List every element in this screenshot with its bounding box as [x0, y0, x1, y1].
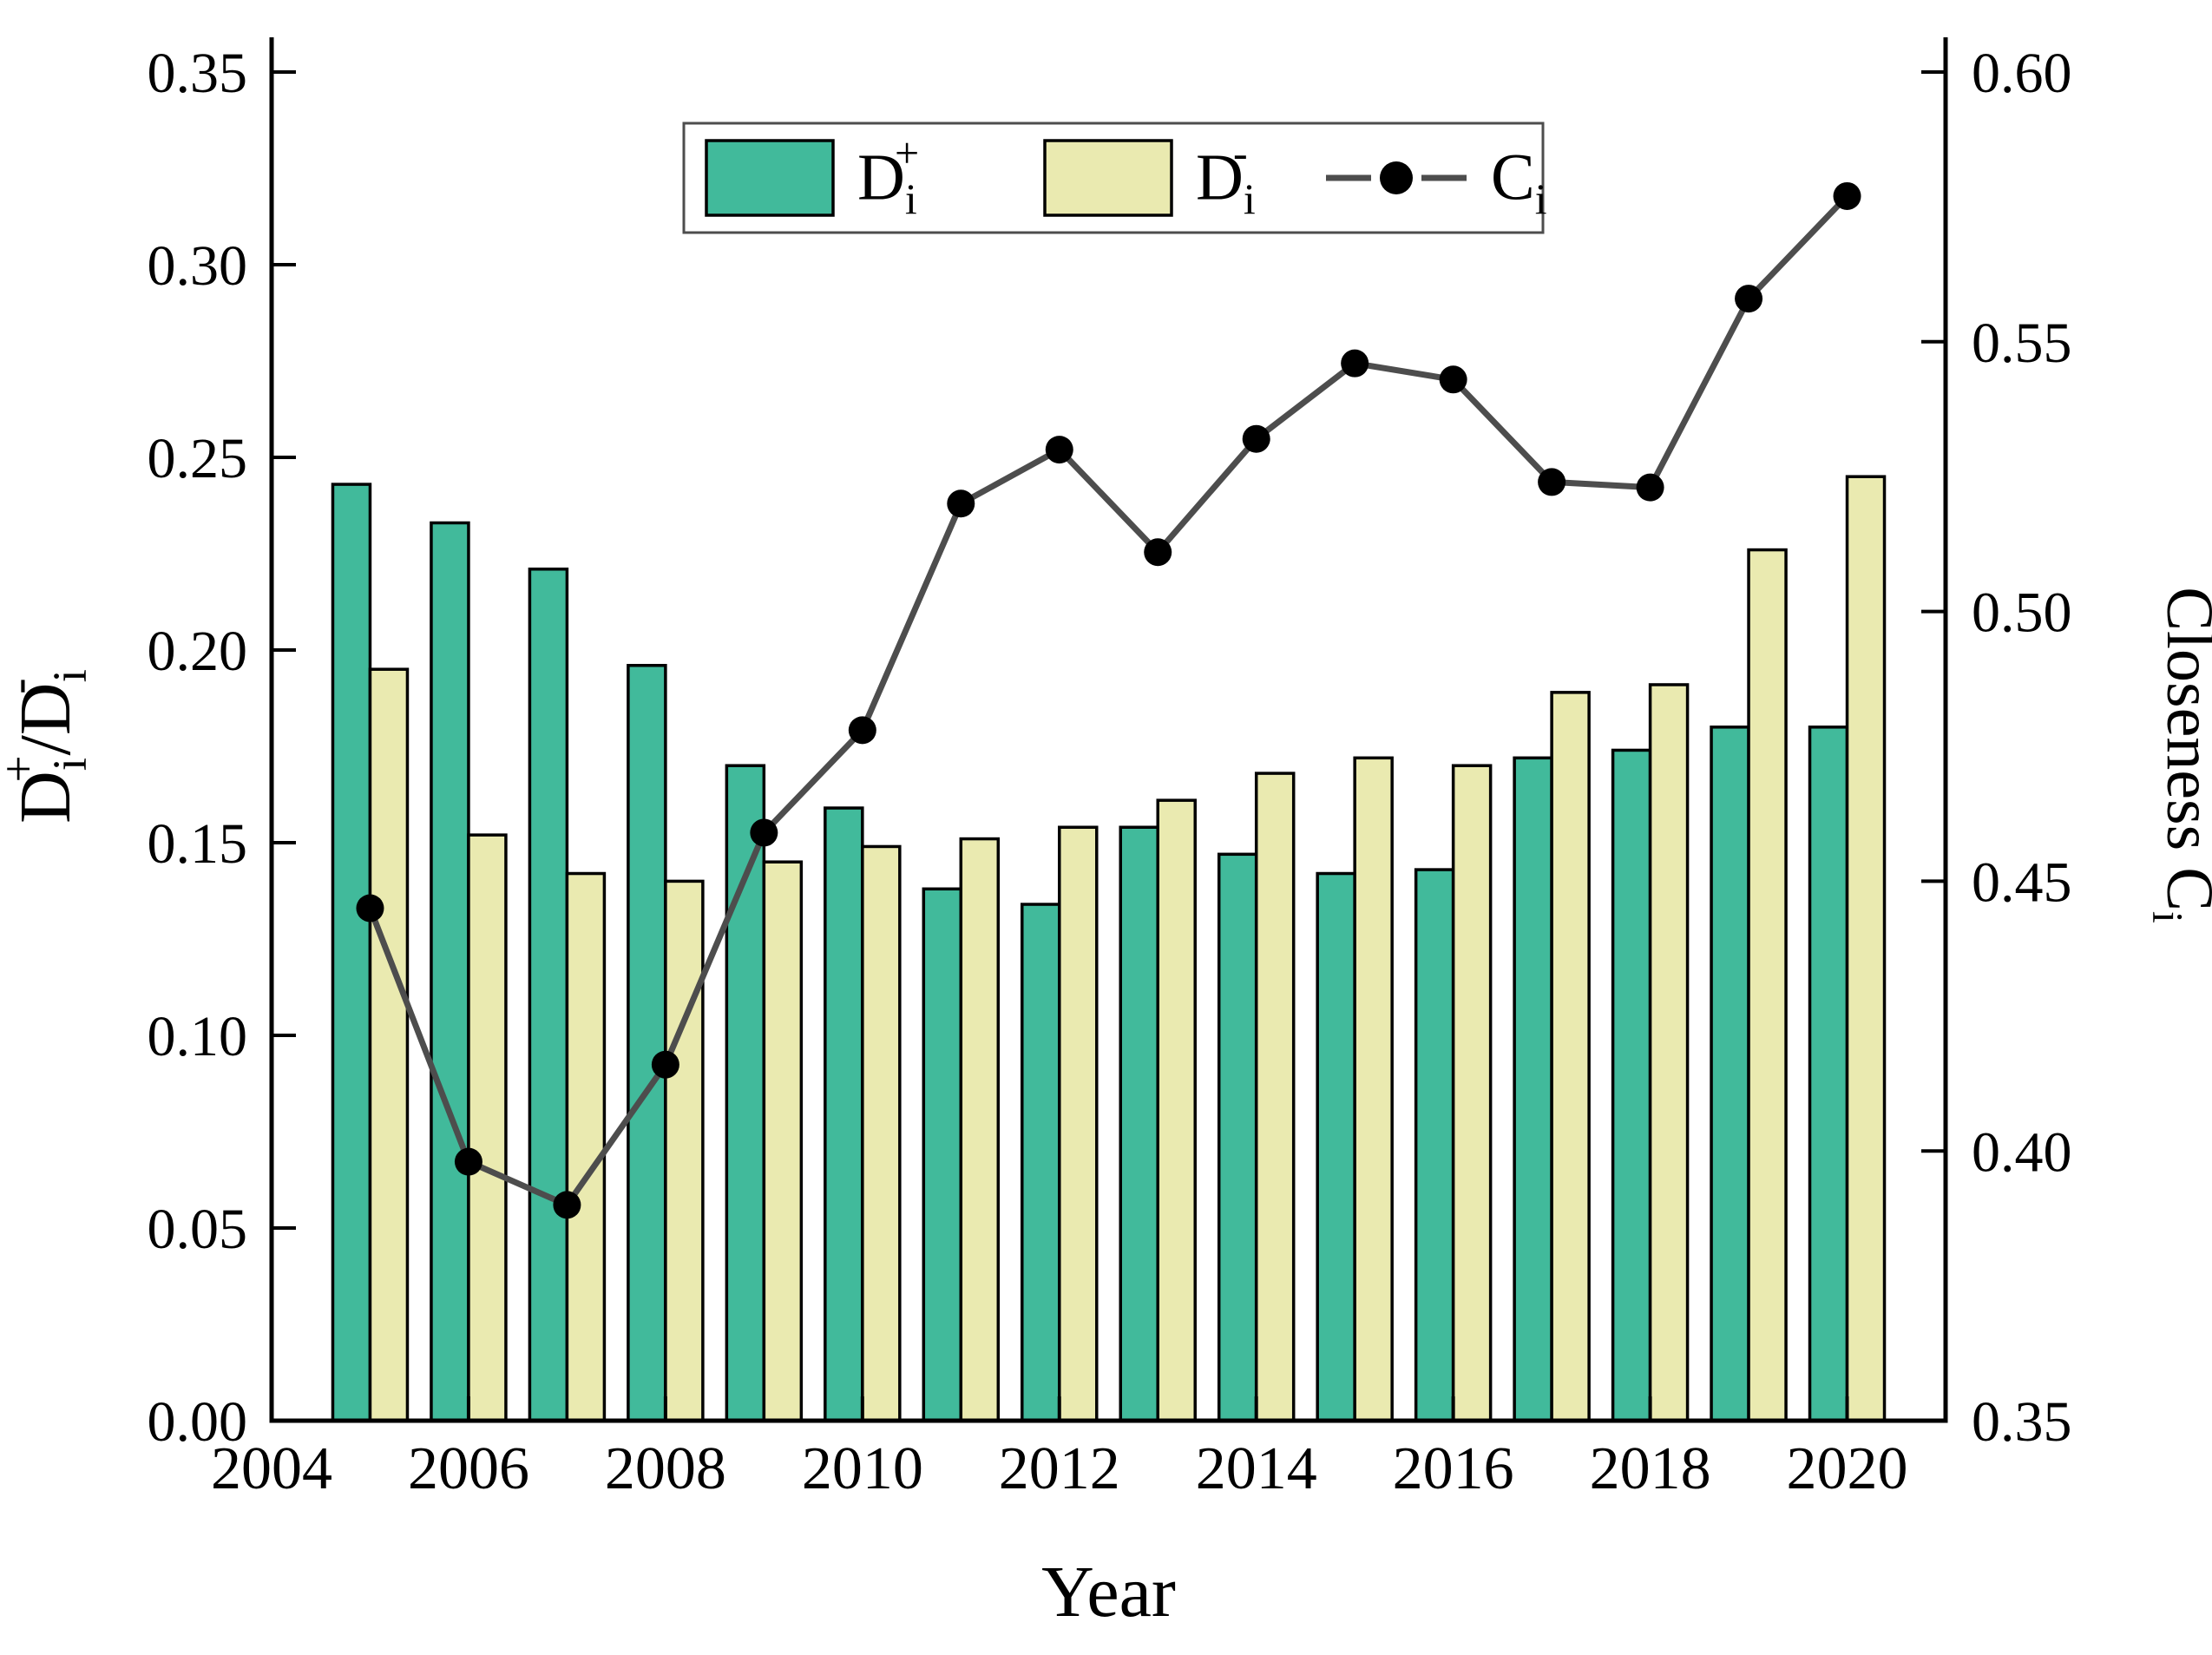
ci-marker-2012 — [1045, 436, 1073, 464]
bar-di-plus-2007 — [528, 568, 569, 1422]
bar-di-minus-2011 — [959, 837, 1001, 1422]
ci-marker-2008 — [651, 1050, 679, 1079]
bar-di-plus-2013 — [1119, 825, 1159, 1422]
x-tick-label: 2008 — [605, 1435, 726, 1502]
bar-di-minus-2014 — [1254, 772, 1296, 1422]
legend: Di+ Di- Ci — [682, 121, 1547, 234]
axes-group: 0.00 0.05 0.10 0.15 0.20 0.25 0.30 0.35 0.35 0.40… — [0, 37, 2212, 1632]
ci-marker-2016 — [1439, 365, 1467, 394]
bar-di-plus-2012 — [1021, 903, 1061, 1422]
left-axis-title: Di+/Di- — [0, 669, 95, 824]
bar-di-minus-2020 — [1845, 475, 1887, 1422]
bar-di-plus-2008 — [627, 664, 667, 1422]
bar-di-plus-2011 — [922, 887, 963, 1422]
bar-di-plus-2018 — [1611, 748, 1652, 1422]
bar-di-minus-2009 — [762, 860, 804, 1422]
ci-marker-2009 — [750, 818, 778, 847]
left-tick-label: 0.20 — [148, 620, 248, 683]
ci-line — [367, 193, 1850, 1208]
bar-di-plus-2017 — [1513, 756, 1553, 1422]
bar-di-minus-2015 — [1353, 756, 1394, 1422]
bar-di-minus-2019 — [1747, 548, 1788, 1422]
x-tick-label: 2014 — [1196, 1435, 1317, 1502]
ci-marker-2014 — [1242, 424, 1270, 453]
x-tick-label: 2010 — [802, 1435, 923, 1502]
legend-swatch-1 — [1043, 139, 1173, 217]
bar-di-minus-2013 — [1156, 798, 1197, 1422]
right-axis-title: Closeness Ci — [2143, 587, 2212, 923]
right-tick-label: 0.45 — [1972, 851, 2072, 915]
x-tick-label: 2006 — [408, 1435, 529, 1502]
bar-di-plus-2015 — [1316, 871, 1356, 1422]
bar-di-minus-2012 — [1058, 825, 1099, 1422]
ci-line-group — [356, 181, 1861, 1219]
right-tick-label: 0.55 — [1972, 312, 2072, 375]
ci-marker-2006 — [454, 1147, 482, 1176]
x-tick-label: 2020 — [1787, 1435, 1908, 1502]
ci-marker-2018 — [1636, 473, 1664, 502]
bar-di-minus-2010 — [861, 844, 902, 1422]
ci-marker-2017 — [1538, 468, 1566, 496]
left-tick-label: 0.05 — [148, 1198, 248, 1261]
bar-di-minus-2016 — [1451, 764, 1493, 1422]
bars-group — [331, 475, 1887, 1422]
right-tick-label: 0.35 — [1972, 1390, 2072, 1454]
left-tick-label: 0.35 — [148, 42, 248, 105]
legend-label-0: Di+ — [857, 128, 919, 223]
x-tick-label: 2012 — [999, 1435, 1120, 1502]
ci-marker-2013 — [1144, 538, 1172, 567]
right-tick-label: 0.60 — [1972, 42, 2072, 105]
bar-di-plus-2020 — [1808, 726, 1849, 1422]
legend-label-2: Ci — [1491, 141, 1547, 223]
x-axis-title: Year — [1041, 1552, 1176, 1632]
ci-marker-2011 — [947, 489, 975, 518]
right-tick-label: 0.40 — [1972, 1120, 2072, 1184]
left-tick-label: 0.10 — [148, 1005, 248, 1068]
bar-di-minus-2005 — [368, 667, 410, 1422]
bar-di-plus-2019 — [1710, 726, 1750, 1422]
x-tick-label: 2018 — [1590, 1435, 1711, 1502]
ci-marker-2020 — [1833, 181, 1861, 210]
legend-label-1: Di- — [1196, 128, 1256, 223]
bar-di-minus-2017 — [1550, 691, 1591, 1422]
ci-marker-2015 — [1341, 349, 1369, 378]
bar-di-plus-2009 — [725, 764, 766, 1422]
bar-di-plus-2005 — [331, 483, 372, 1422]
legend-line-marker — [1380, 161, 1413, 194]
ci-marker-2010 — [848, 716, 876, 745]
bar-di-minus-2008 — [664, 879, 705, 1422]
left-tick-label: 0.15 — [148, 812, 248, 876]
left-tick-label: 0.30 — [148, 234, 248, 298]
bar-di-plus-2016 — [1414, 868, 1455, 1422]
bar-di-minus-2006 — [467, 833, 508, 1422]
left-tick-label: 0.00 — [148, 1390, 248, 1454]
bar-di-minus-2018 — [1648, 683, 1690, 1422]
right-tick-label: 0.50 — [1972, 581, 2072, 645]
legend-swatch-0 — [705, 139, 835, 217]
x-tick-label: 2004 — [211, 1435, 332, 1502]
ci-marker-2007 — [553, 1191, 581, 1219]
bar-di-minus-2007 — [565, 871, 607, 1422]
bar-di-plus-2006 — [430, 521, 470, 1422]
left-tick-label: 0.25 — [148, 427, 248, 490]
ci-marker-2019 — [1735, 285, 1763, 313]
bar-di-plus-2014 — [1217, 852, 1258, 1422]
ci-marker-2005 — [356, 894, 384, 923]
x-tick-label: 2016 — [1393, 1435, 1514, 1502]
bar-di-plus-2010 — [824, 806, 864, 1422]
